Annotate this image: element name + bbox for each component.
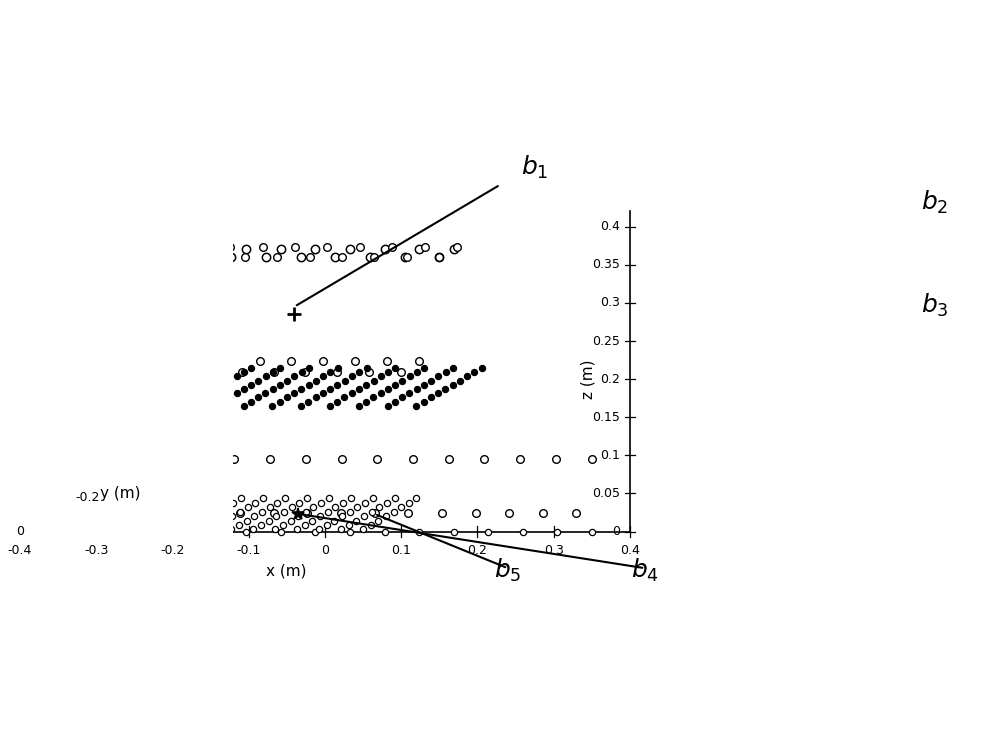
Text: z (m): z (m)	[580, 360, 595, 399]
Text: 0.1: 0.1	[600, 449, 620, 462]
Text: 0.15: 0.15	[592, 411, 620, 424]
Text: $b_2$: $b_2$	[921, 189, 948, 216]
Text: -0.1: -0.1	[236, 544, 261, 557]
Text: 0.05: 0.05	[592, 487, 620, 500]
Text: 0.4: 0.4	[600, 220, 620, 233]
Text: 0.2: 0.2	[600, 373, 620, 386]
Text: 0.3: 0.3	[544, 544, 564, 557]
Text: 0.2: 0.2	[467, 544, 487, 557]
Text: -0.3: -0.3	[84, 544, 108, 557]
Text: 0: 0	[321, 544, 329, 557]
Text: $b_5$: $b_5$	[494, 557, 522, 583]
Text: 0.1: 0.1	[391, 544, 411, 557]
Text: x (m): x (m)	[266, 564, 307, 579]
Text: 0: 0	[612, 525, 620, 538]
Text: -0.2: -0.2	[75, 491, 100, 504]
Text: 0.25: 0.25	[592, 334, 620, 348]
Text: y (m): y (m)	[100, 487, 141, 502]
Text: 0.35: 0.35	[592, 259, 620, 271]
Text: -0.4: -0.4	[8, 544, 32, 557]
Text: 0.3: 0.3	[600, 296, 620, 309]
Text: $b_3$: $b_3$	[921, 292, 949, 319]
Text: $b_4$: $b_4$	[631, 557, 659, 583]
Text: -0.2: -0.2	[160, 544, 185, 557]
Text: 0: 0	[16, 525, 24, 538]
Text: $b_1$: $b_1$	[521, 154, 548, 181]
Text: 0.4: 0.4	[620, 544, 640, 557]
